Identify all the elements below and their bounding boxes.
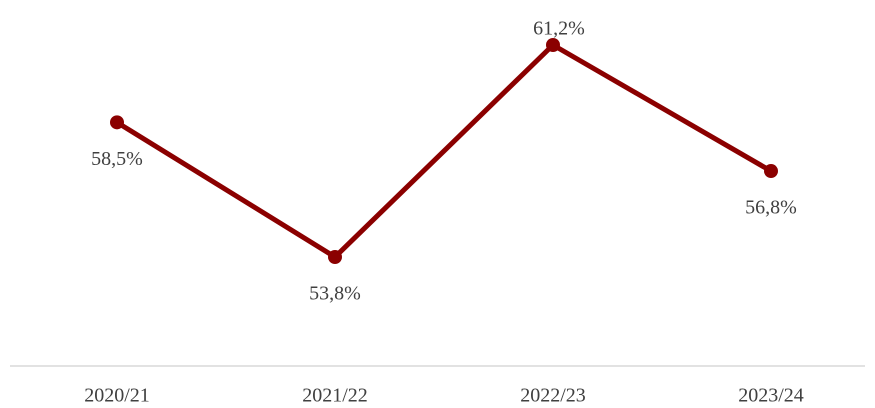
point xyxy=(110,115,124,130)
point xyxy=(764,164,778,179)
x-tick-label: 2021/22 xyxy=(302,385,368,407)
data-label: 58,5% xyxy=(91,148,143,170)
data-label: 53,8% xyxy=(309,283,361,305)
x-tick-label: 2022/23 xyxy=(520,385,586,407)
data-label: 56,8% xyxy=(745,197,797,219)
point xyxy=(546,38,560,52)
x-tick-label: 2020/21 xyxy=(84,385,150,407)
x-tick-label: 2023/24 xyxy=(738,385,804,407)
data-label: 61,2% xyxy=(533,18,585,40)
line xyxy=(115,42,773,260)
point xyxy=(328,250,342,264)
